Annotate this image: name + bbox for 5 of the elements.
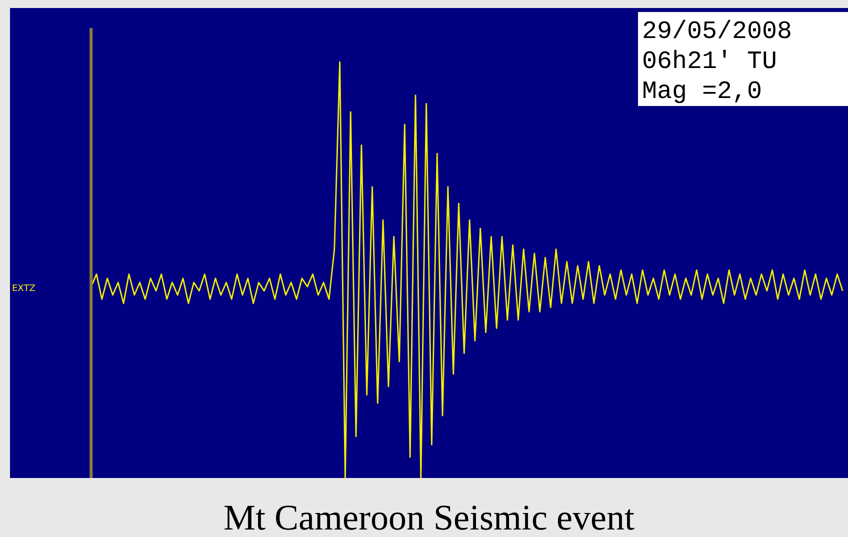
text: Mt Cameroon Seismic event — [224, 498, 634, 538]
text: 29/05/2008 — [642, 17, 792, 46]
annotation: Mag =2,0 — [642, 77, 762, 106]
annotation: 06h21' TU — [642, 47, 778, 76]
text: EXTZ — [12, 284, 36, 294]
